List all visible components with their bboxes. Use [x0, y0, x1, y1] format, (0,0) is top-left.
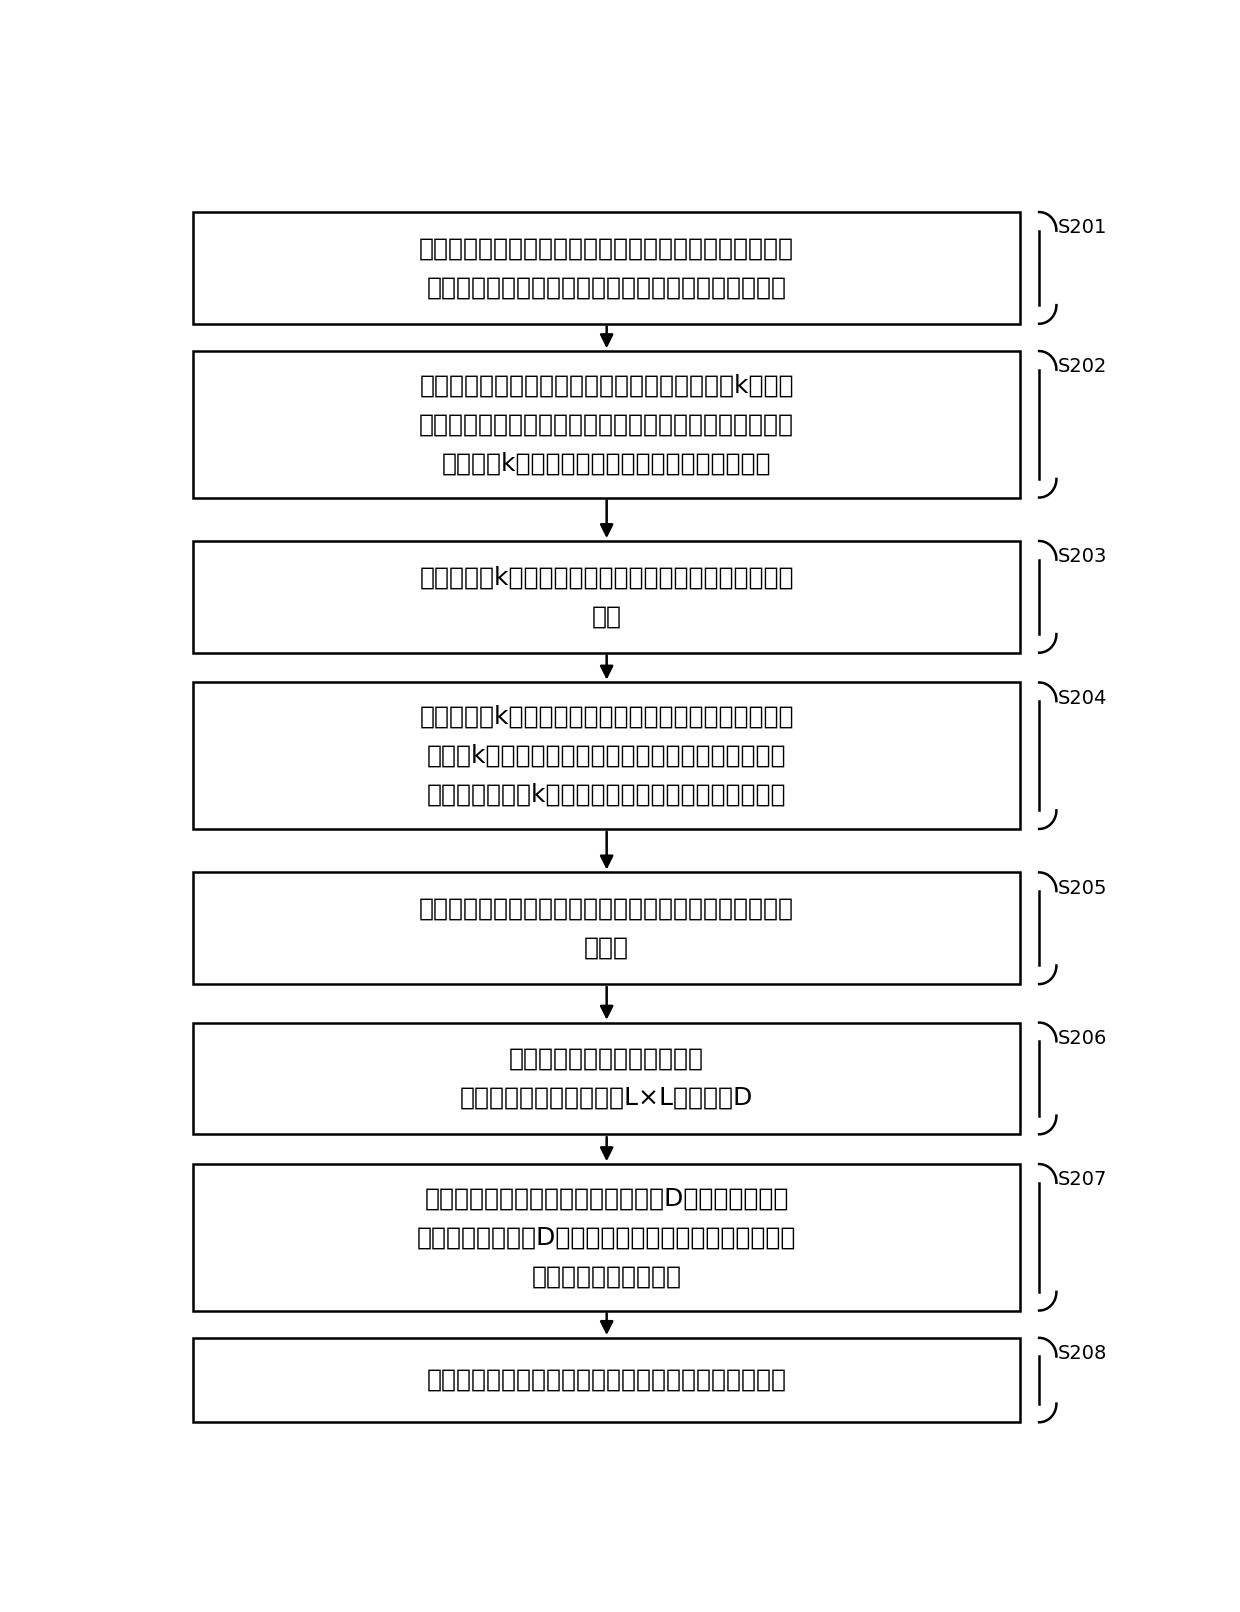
Text: S206: S206: [1058, 1028, 1107, 1048]
Bar: [193, 1338, 1021, 1422]
Text: S202: S202: [1058, 358, 1107, 376]
Bar: [193, 1164, 1021, 1311]
Text: S203: S203: [1058, 546, 1107, 566]
Text: 对第一高光谱图像进行采样，获取第二高光谱图像，所述
第二高光谱图像的尺寸小于所述第一高光谱图像的尺寸: 对第一高光谱图像进行采样，获取第二高光谱图像，所述 第二高光谱图像的尺寸小于所述…: [419, 237, 794, 300]
Bar: [193, 682, 1021, 829]
Text: S201: S201: [1058, 218, 1107, 237]
Bar: [193, 1022, 1021, 1135]
Text: S205: S205: [1058, 879, 1107, 898]
Bar: [193, 213, 1021, 324]
Text: 依据所述不同象元的个数对所述矩阵D的行和列进行标
记，直到所述矩阵D中未标记的行数或为标记的列数达到
所要选择的波段数为止: 依据所述不同象元的个数对所述矩阵D的行和列进行标 记，直到所述矩阵D中未标记的行…: [417, 1186, 796, 1288]
Bar: [193, 872, 1021, 983]
Text: 依据所述第k个波段的图像中每一个象元的灰度值，以及
所述第k个波段的图像中各个象元的第二灰度值的平均
值，获取所述第k个波段的图像的每一个象元的哈希值: 依据所述第k个波段的图像中每一个象元的灰度值，以及 所述第k个波段的图像中各个象…: [419, 704, 794, 808]
Bar: [193, 351, 1021, 498]
Text: 依据预设的灰度级数，以及第二高光谱图像中第k个波段
的图像中各个象元的第一灰度值中的最大值和最小值，获
取所述第k个波段的图像中各个象元的第二灰度值: 依据预设的灰度级数，以及第二高光谱图像中第k个波段 的图像中各个象元的第一灰度值…: [419, 372, 794, 476]
Bar: [193, 542, 1021, 653]
Text: S207: S207: [1058, 1170, 1107, 1190]
Text: S208: S208: [1058, 1344, 1107, 1364]
Text: S204: S204: [1058, 688, 1107, 708]
Text: 依据所述任意两个波段的图像
的不同象元的个数，获取L×L维的矩阵D: 依据所述任意两个波段的图像 的不同象元的个数，获取L×L维的矩阵D: [460, 1046, 754, 1111]
Text: 计算所述第k个波段的图像中所有象元的第二灰度值的平
均值: 计算所述第k个波段的图像中所有象元的第二灰度值的平 均值: [419, 566, 794, 629]
Text: 依据象元的哈希值，获取任意两个波段的图像的不同象元
的个数: 依据象元的哈希值，获取任意两个波段的图像的不同象元 的个数: [419, 896, 794, 959]
Text: 确定未标记的行或未标记的列对应的波段为选择的波段: 确定未标记的行或未标记的列对应的波段为选择的波段: [427, 1369, 786, 1393]
